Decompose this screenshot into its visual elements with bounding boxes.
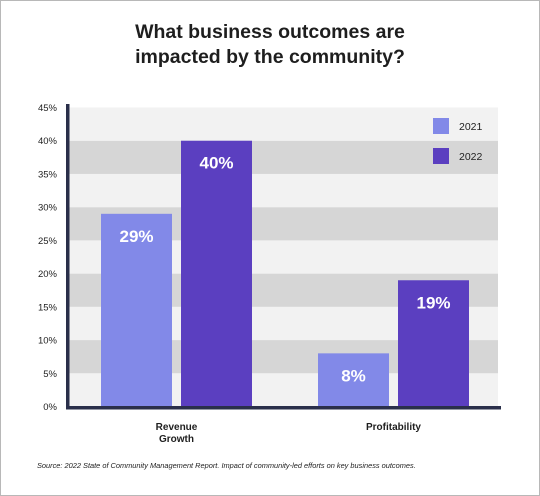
y-tick-label: 25% bbox=[38, 236, 58, 247]
y-tick-label: 15% bbox=[38, 302, 58, 313]
bar-2021-1 bbox=[318, 353, 389, 407]
legend-swatch-2021 bbox=[433, 118, 449, 134]
bar-2022-1 bbox=[398, 280, 469, 407]
bar-data-label: 40% bbox=[199, 154, 233, 173]
y-tick-label: 40% bbox=[38, 136, 58, 147]
legend-label-2021: 2021 bbox=[459, 121, 483, 133]
x-category-label: Revenue bbox=[156, 422, 198, 433]
y-tick-label: 5% bbox=[43, 369, 57, 380]
legend-label-2022: 2022 bbox=[459, 151, 483, 163]
chart-title: What business outcomes are impacted by t… bbox=[0, 20, 540, 70]
grid-band bbox=[69, 107, 498, 141]
bar-data-label: 8% bbox=[341, 366, 366, 385]
y-tick-label: 35% bbox=[38, 169, 58, 180]
bar-data-label: 19% bbox=[416, 293, 450, 312]
y-axis-line bbox=[66, 104, 70, 409]
source-note: Source: 2022 State of Community Manageme… bbox=[37, 461, 416, 470]
grid-band bbox=[69, 173, 498, 208]
grid-band bbox=[69, 140, 498, 174]
chart-title-line-2: impacted by the community? bbox=[135, 46, 405, 68]
y-tick-label: 0% bbox=[43, 402, 57, 413]
y-tick-label: 30% bbox=[38, 203, 58, 214]
bar-data-label: 29% bbox=[119, 227, 153, 246]
bar-2022-0 bbox=[181, 140, 252, 407]
chart-title-line-1: What business outcomes are bbox=[135, 21, 405, 43]
y-tick-label: 10% bbox=[38, 336, 58, 347]
y-tick-label: 20% bbox=[38, 269, 58, 280]
x-axis-line bbox=[66, 406, 501, 410]
y-tick-label: 45% bbox=[38, 103, 58, 114]
x-category-label: Profitability bbox=[366, 422, 421, 433]
legend-swatch-2022 bbox=[433, 148, 449, 164]
x-category-label: Growth bbox=[159, 434, 194, 445]
bar-2021-0 bbox=[101, 213, 172, 407]
